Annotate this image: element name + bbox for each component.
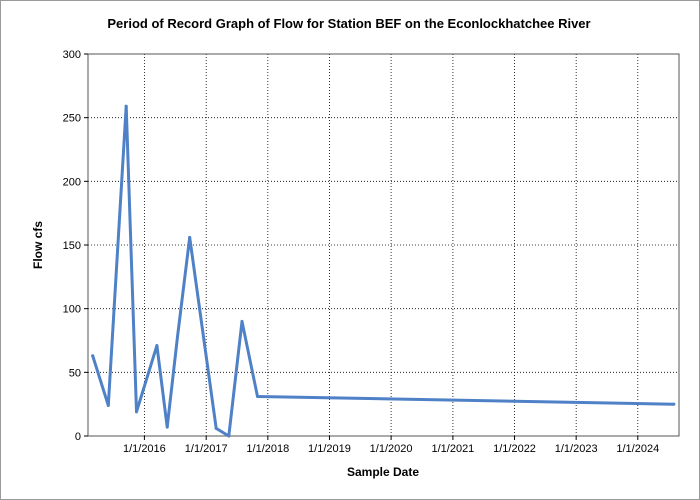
grid-lines bbox=[88, 54, 679, 436]
y-tick-label: 300 bbox=[63, 49, 81, 61]
data-point bbox=[134, 410, 138, 414]
x-tick-label: 1/1/2023 bbox=[555, 443, 598, 455]
x-tick-label: 1/1/2017 bbox=[185, 443, 228, 455]
data-point bbox=[240, 319, 244, 323]
x-tick-label: 1/1/2022 bbox=[493, 443, 536, 455]
x-tick-label: 1/1/2018 bbox=[246, 443, 289, 455]
data-point bbox=[188, 235, 192, 239]
y-tick-label: 150 bbox=[63, 240, 81, 252]
y-tick-label: 0 bbox=[75, 431, 81, 443]
x-tick-label: 1/1/2020 bbox=[370, 443, 413, 455]
series-layer bbox=[91, 104, 676, 438]
plot-area bbox=[87, 53, 680, 437]
y-tick-label: 200 bbox=[63, 176, 81, 188]
data-point bbox=[672, 402, 676, 406]
x-tick-label: 1/1/2021 bbox=[431, 443, 474, 455]
data-point bbox=[91, 354, 95, 358]
data-point bbox=[214, 426, 218, 430]
y-tick-label: 100 bbox=[63, 304, 81, 316]
y-axis-ticks: 0 50 100 150 200 250 300 bbox=[63, 49, 88, 443]
data-point bbox=[155, 344, 159, 348]
x-tick-label: 1/1/2019 bbox=[308, 443, 351, 455]
y-tick-label: 50 bbox=[69, 367, 81, 379]
y-tick-label: 250 bbox=[63, 113, 81, 125]
x-tick-label: 1/1/2024 bbox=[616, 443, 659, 455]
y-axis-title: Flow cfs bbox=[31, 221, 45, 269]
data-point bbox=[175, 335, 179, 339]
x-axis-ticks: 1/1/2016 1/1/2017 1/1/2018 1/1/2019 1/1/2020… bbox=[123, 436, 659, 455]
data-point bbox=[106, 403, 110, 407]
x-axis-title: Sample Date bbox=[347, 465, 419, 479]
chart-title: Period of Record Graph of Flow for Stati… bbox=[107, 16, 590, 31]
data-point bbox=[124, 104, 128, 108]
data-point bbox=[227, 434, 231, 438]
flow-series-line bbox=[91, 104, 676, 438]
x-tick-label: 1/1/2016 bbox=[123, 443, 166, 455]
data-point bbox=[256, 395, 260, 399]
data-point bbox=[165, 425, 169, 429]
